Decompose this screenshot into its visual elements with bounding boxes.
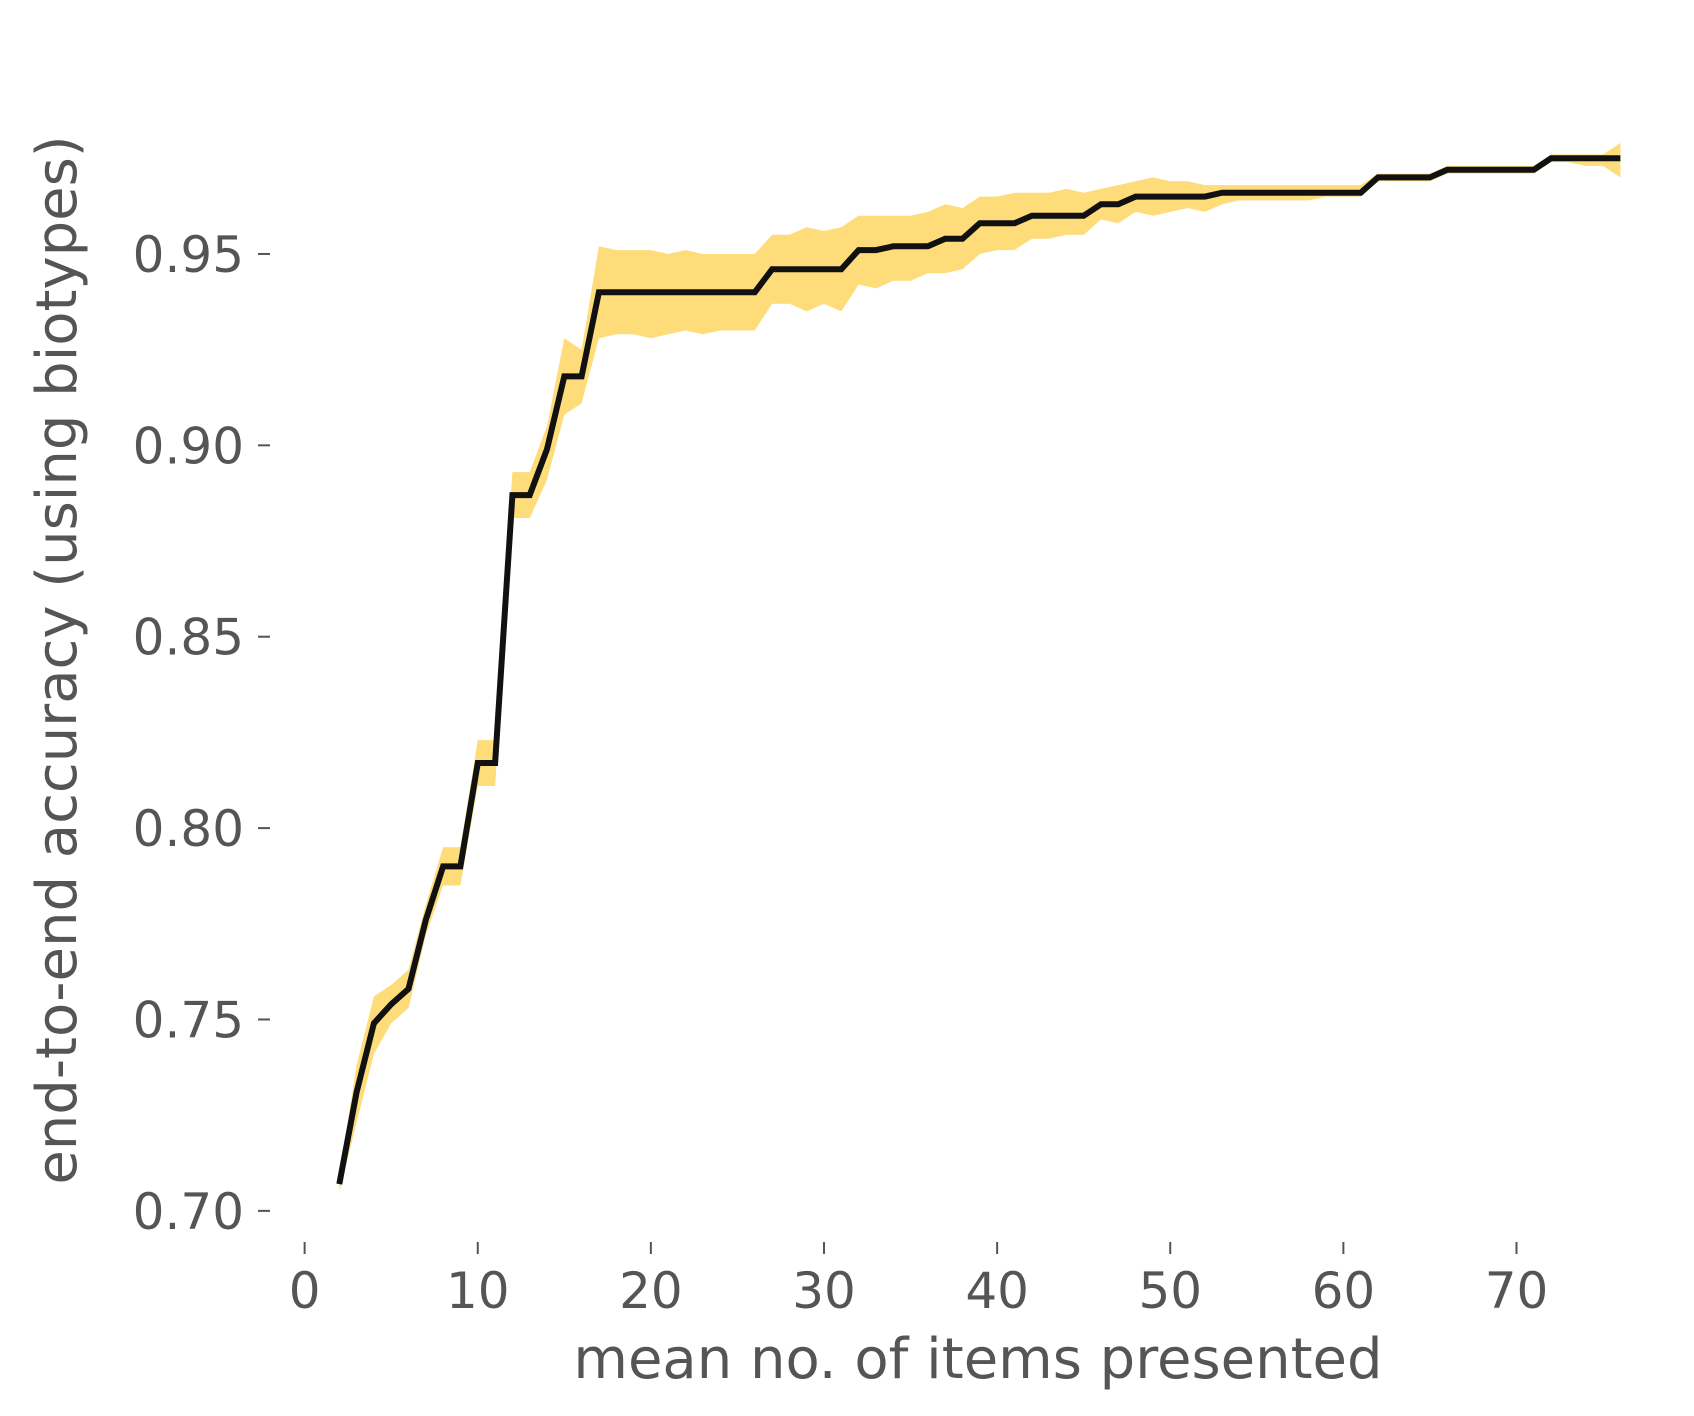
y-tick-label: 0.85 xyxy=(133,609,244,667)
y-tick-label: 0.75 xyxy=(133,991,244,1049)
y-tick-label: 0.90 xyxy=(133,417,244,475)
series-line xyxy=(336,155,1621,1185)
x-axis-label: mean no. of items presented xyxy=(573,1327,1382,1392)
x-tick-label: 50 xyxy=(1138,1262,1202,1320)
x-tick-label: 0 xyxy=(289,1262,321,1320)
x-tick-label: 30 xyxy=(792,1262,856,1320)
x-tick-label: 40 xyxy=(965,1262,1029,1320)
confidence-band xyxy=(339,143,1621,1192)
x-tick-label: 20 xyxy=(619,1262,683,1320)
x-axis: 0 10 20 30 40 50 60 70 xyxy=(289,1242,1549,1320)
y-tick-label: 0.70 xyxy=(133,1183,244,1241)
y-tick-label: 0.80 xyxy=(133,800,244,858)
series-line-layer xyxy=(336,155,1621,1185)
confidence-band-layer xyxy=(339,143,1621,1192)
y-axis: 0.70 0.75 0.80 0.85 0.90 0.95 xyxy=(133,226,270,1241)
x-tick-label: 70 xyxy=(1485,1262,1549,1320)
y-tick-label: 0.95 xyxy=(133,226,244,284)
y-axis-label: end-to-end accuracy (using biotypes) xyxy=(25,135,90,1184)
x-tick-label: 60 xyxy=(1312,1262,1376,1320)
x-tick-label: 10 xyxy=(446,1262,510,1320)
